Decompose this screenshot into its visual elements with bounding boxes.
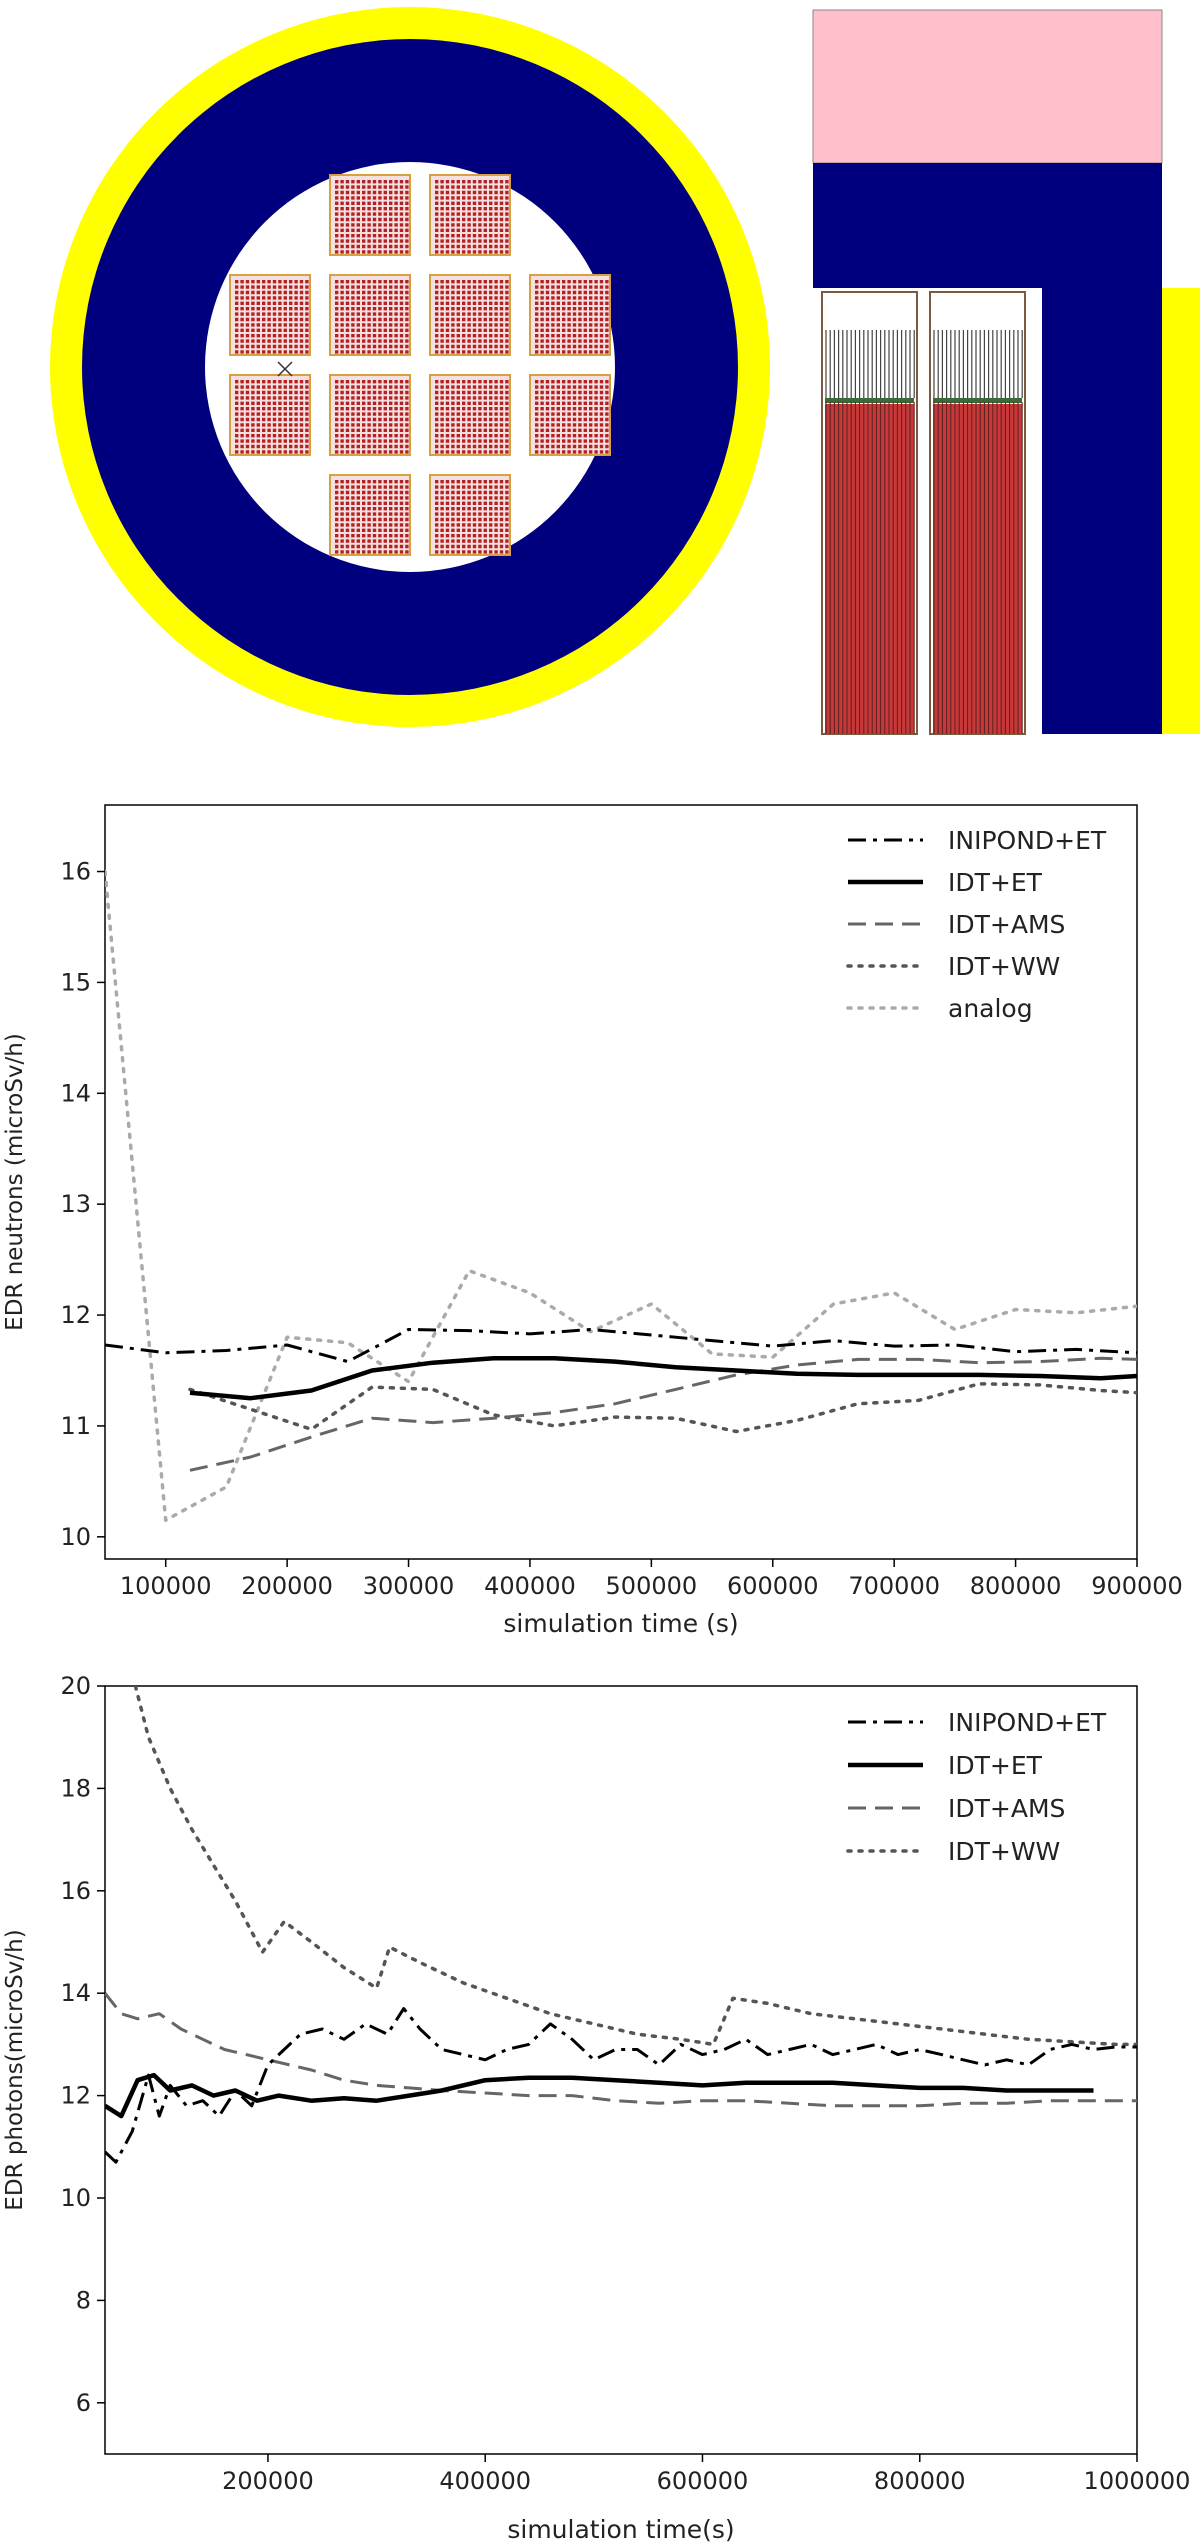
side-yellow-wall bbox=[1162, 288, 1200, 734]
series-line bbox=[105, 869, 1137, 1522]
photon-y-ticks: 6 8 10 12 14 16 18 20 bbox=[60, 1672, 105, 2417]
neutron-y-axis-label: EDR neutrons (microSv/h) bbox=[2, 1033, 28, 1331]
fuel-casks bbox=[821, 291, 1026, 735]
fuel-assembly bbox=[229, 374, 311, 456]
legend-label: IDT+ET bbox=[948, 1751, 1043, 1780]
photon-x-axis-label: simulation time(s) bbox=[507, 2515, 734, 2543]
legend-label: INIPOND+ET bbox=[948, 1708, 1107, 1737]
fuel-assemblies bbox=[229, 174, 611, 556]
y-tick-label: 12 bbox=[60, 1301, 91, 1329]
x-tick-label: 600000 bbox=[657, 2467, 749, 2495]
neutron-chart: 100000 200000 300000 400000 500000 600000 7000… bbox=[2, 804, 1183, 1638]
x-tick-label: 400000 bbox=[484, 1572, 576, 1600]
legend-label: IDT+ET bbox=[948, 868, 1043, 897]
fuel-assembly bbox=[429, 374, 511, 456]
y-tick-label: 10 bbox=[60, 1523, 91, 1551]
neutron-legend: INIPOND+ET IDT+ET IDT+AMS IDT+WW analog bbox=[846, 826, 1107, 1023]
fuel-assembly bbox=[529, 374, 611, 456]
y-tick-label: 14 bbox=[60, 1979, 91, 2007]
legend-item: IDT+WW bbox=[846, 952, 1060, 981]
legend-label: IDT+AMS bbox=[948, 910, 1065, 939]
x-tick-label: 500000 bbox=[606, 1572, 698, 1600]
fuel-assembly bbox=[429, 474, 511, 556]
fuel-assembly bbox=[329, 474, 411, 556]
legend-label: IDT+AMS bbox=[948, 1794, 1065, 1823]
neutron-plot-frame bbox=[104, 804, 1138, 1560]
x-tick-label: 400000 bbox=[439, 2467, 531, 2495]
lid-pink-block bbox=[812, 9, 1163, 164]
fuel-assembly bbox=[429, 174, 511, 256]
series-line bbox=[105, 1992, 1137, 2108]
y-tick-label: 8 bbox=[76, 2286, 91, 2314]
legend-item: INIPOND+ET bbox=[848, 1708, 1107, 1737]
fuel-assembly bbox=[429, 274, 511, 356]
cross-section-view bbox=[50, 7, 770, 727]
fuel-assembly bbox=[329, 374, 411, 456]
legend-item: IDT+AMS bbox=[848, 910, 1065, 939]
y-tick-label: 12 bbox=[60, 2082, 91, 2110]
side-view bbox=[812, 9, 1200, 735]
neutron-x-ticks: 100000 200000 300000 400000 500000 600000 7000… bbox=[120, 1559, 1183, 1600]
x-tick-label: 600000 bbox=[727, 1572, 819, 1600]
photon-x-ticks: 200000 400000 600000 800000 1000000 bbox=[222, 2454, 1190, 2495]
legend-item: IDT+ET bbox=[848, 1751, 1043, 1780]
x-tick-label: 800000 bbox=[970, 1572, 1062, 1600]
neutron-x-axis-label: simulation time (s) bbox=[503, 1609, 738, 1638]
legend-label: analog bbox=[948, 994, 1033, 1023]
photon-legend: INIPOND+ET IDT+ET IDT+AMS IDT+WW bbox=[846, 1708, 1107, 1866]
y-tick-label: 15 bbox=[60, 968, 91, 996]
y-tick-label: 16 bbox=[60, 1877, 91, 1905]
legend-item: analog bbox=[846, 994, 1033, 1023]
y-tick-label: 18 bbox=[60, 1774, 91, 1802]
y-tick-label: 11 bbox=[60, 1412, 91, 1440]
photon-plot-frame bbox=[104, 1685, 1138, 2455]
x-tick-label: 300000 bbox=[363, 1572, 455, 1600]
series-line bbox=[188, 1382, 1137, 1434]
legend-item: IDT+WW bbox=[846, 1837, 1060, 1866]
x-tick-label: 100000 bbox=[120, 1572, 212, 1600]
x-tick-label: 700000 bbox=[848, 1572, 940, 1600]
x-tick-label: 200000 bbox=[241, 1572, 333, 1600]
y-tick-label: 20 bbox=[60, 1672, 91, 1700]
y-tick-label: 14 bbox=[60, 1079, 91, 1107]
side-navy-wall bbox=[1042, 288, 1162, 734]
fuel-assembly bbox=[229, 274, 311, 356]
series-line bbox=[105, 2007, 1137, 2164]
legend-label: IDT+WW bbox=[948, 952, 1060, 981]
y-tick-label: 13 bbox=[60, 1190, 91, 1218]
legend-item: IDT+ET bbox=[848, 868, 1043, 897]
neutron-series bbox=[105, 869, 1137, 1522]
x-tick-label: 200000 bbox=[222, 2467, 314, 2495]
legend-label: IDT+WW bbox=[948, 1837, 1060, 1866]
x-tick-label: 800000 bbox=[874, 2467, 966, 2495]
series-line bbox=[189, 1356, 1137, 1472]
photon-chart: 200000 400000 600000 800000 1000000 6 8 10 12 14… bbox=[2, 1672, 1190, 2543]
fuel-assembly bbox=[329, 274, 411, 356]
legend-item: INIPOND+ET bbox=[848, 826, 1107, 855]
fuel-assembly bbox=[529, 274, 611, 356]
fuel-assembly bbox=[329, 174, 411, 256]
lid-navy-block bbox=[813, 163, 1162, 288]
legend-item: IDT+AMS bbox=[848, 1794, 1065, 1823]
fuel-cask bbox=[821, 291, 918, 735]
y-tick-label: 10 bbox=[60, 2184, 91, 2212]
x-tick-label: 1000000 bbox=[1084, 2467, 1191, 2495]
inner-cavity bbox=[205, 162, 615, 572]
series-line bbox=[105, 1328, 1137, 1364]
photon-series bbox=[105, 1686, 1137, 2164]
series-line bbox=[105, 2072, 1094, 2119]
x-tick-label: 900000 bbox=[1091, 1572, 1183, 1600]
neutron-y-ticks: 10 11 12 13 14 15 16 bbox=[60, 858, 105, 1551]
y-tick-label: 6 bbox=[76, 2389, 91, 2417]
photon-y-axis-label: EDR photons(microSv/h) bbox=[2, 1929, 28, 2210]
series-line bbox=[133, 1686, 1137, 2047]
fuel-cask bbox=[929, 291, 1026, 735]
series-line bbox=[189, 1356, 1137, 1401]
y-tick-label: 16 bbox=[60, 858, 91, 886]
cross-marker bbox=[277, 361, 293, 377]
legend-label: INIPOND+ET bbox=[948, 826, 1107, 855]
